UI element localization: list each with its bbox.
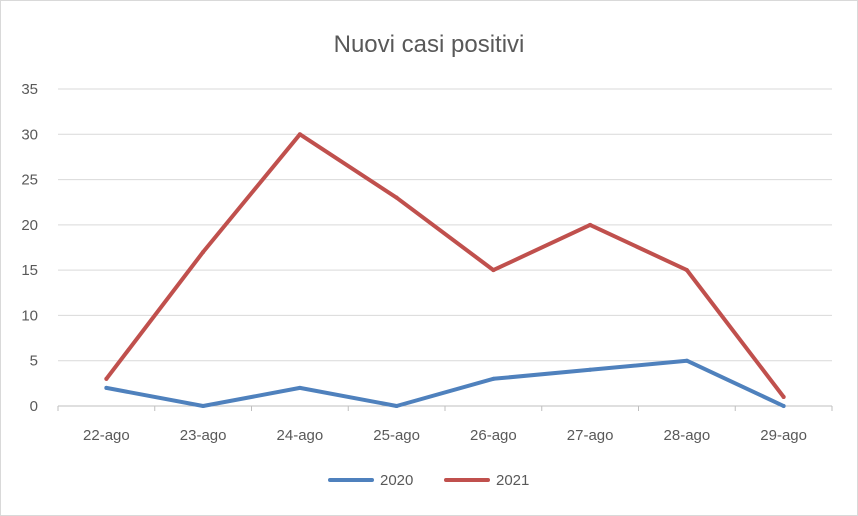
data-point-2021-22-ago — [104, 376, 109, 381]
x-tick-label: 29-ago — [760, 427, 807, 444]
legend: 2020 2021 — [328, 472, 529, 489]
chart-title: Nuovi casi positivi — [334, 31, 525, 58]
y-tick-label: 30 — [21, 126, 38, 143]
data-point-2021-23-ago — [201, 250, 206, 255]
x-tick-label: 27-ago — [567, 427, 614, 444]
y-tick-label: 35 — [21, 81, 38, 98]
data-point-2020-28-ago — [684, 358, 689, 363]
data-point-2021-24-ago — [297, 132, 302, 137]
legend-label-2020: 2020 — [380, 472, 413, 489]
y-tick-label: 15 — [21, 262, 38, 279]
data-point-2021-27-ago — [588, 222, 593, 227]
x-tick-label: 23-ago — [180, 427, 227, 444]
legend-label-2021: 2021 — [496, 472, 529, 489]
x-tick-label: 28-ago — [664, 427, 711, 444]
series-line-2020 — [104, 358, 786, 408]
x-tick-label: 24-ago — [277, 427, 324, 444]
series-line-2021 — [104, 132, 786, 399]
y-tick-label: 20 — [21, 217, 38, 234]
axes: 0 5 10 15 20 25 30 35 22-ago 23-ago 24-ago 25-ago 26… — [21, 81, 833, 444]
data-point-2021-28-ago — [684, 268, 689, 273]
y-tick-label: 5 — [30, 353, 38, 370]
y-tick-label: 0 — [30, 398, 38, 415]
data-point-2020-24-ago — [297, 385, 302, 390]
x-tick-label: 22-ago — [83, 427, 130, 444]
y-tick-label: 10 — [21, 307, 38, 324]
x-tick-label: 25-ago — [373, 427, 420, 444]
data-point-2020-22-ago — [104, 385, 109, 390]
data-point-2021-26-ago — [491, 268, 496, 273]
gridlines — [58, 88, 832, 362]
data-point-2020-27-ago — [588, 367, 593, 372]
y-tick-label: 25 — [21, 172, 38, 189]
data-point-2020-23-ago — [201, 404, 206, 408]
x-tick-label: 26-ago — [470, 427, 517, 444]
data-point-2020-25-ago — [394, 404, 399, 408]
series-lines — [104, 132, 786, 408]
data-point-2020-29-ago — [781, 404, 786, 408]
data-point-2021-29-ago — [781, 394, 786, 399]
data-point-2020-26-ago — [491, 376, 496, 381]
data-point-2021-25-ago — [394, 195, 399, 200]
